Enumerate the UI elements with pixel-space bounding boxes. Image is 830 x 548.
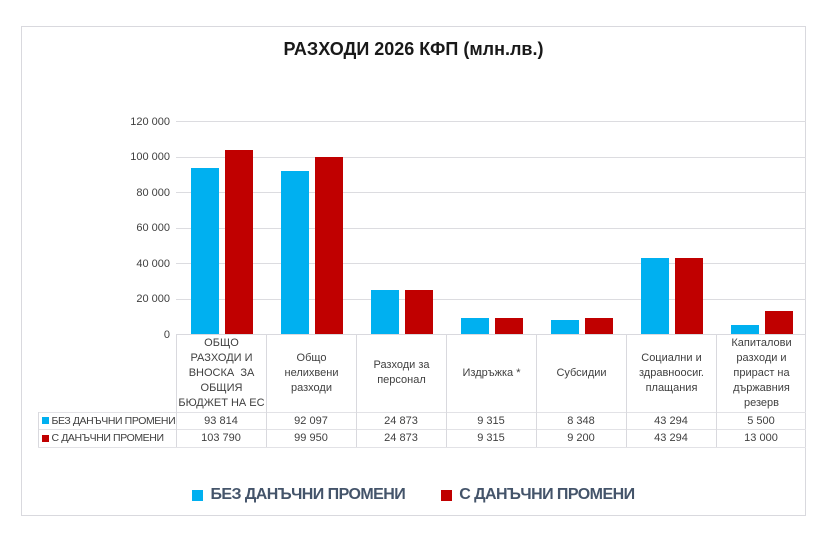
legend-label: С ДАНЪЧНИ ПРОМЕНИ: [459, 486, 635, 503]
legend-square: [192, 489, 204, 501]
table-border-v: [716, 334, 717, 447]
bar-with-tax-changes: [495, 317, 523, 335]
chart-title: РАЗХОДИ 2026 КФП (млн.лв.): [283, 39, 544, 59]
bar-no-tax-changes: [191, 167, 219, 335]
table-border-v: [266, 334, 267, 447]
bar-no-tax-changes: [281, 171, 309, 335]
table-value-cell: 8 348: [567, 414, 595, 427]
table-value-cell: 9 315: [477, 432, 505, 445]
y-tick-label: 120 000: [130, 115, 170, 128]
gridline: [176, 156, 806, 158]
legend-entry-no-tax-changes: БЕЗ ДАНЪЧНИ ПРОМЕНИ: [192, 486, 406, 504]
table-border-h: [37, 429, 806, 430]
table-value-cell: 43 294: [654, 414, 688, 427]
table-value-cell: 103 790: [201, 432, 241, 445]
bar-with-tax-changes: [315, 157, 343, 335]
table-value-cell: 43 294: [654, 432, 688, 445]
legend-entry-with-tax-changes: С ДАНЪЧНИ ПРОМЕНИ: [441, 486, 635, 504]
y-tick-label: 40 000: [136, 257, 170, 270]
category-label: Капиталови разходи и прираст на държавния ре…: [716, 334, 806, 412]
bar-with-tax-changes: [765, 311, 793, 335]
table-border-h: [37, 446, 806, 448]
table-row-label: С ДАНЪЧНИ ПРОМЕНИ: [41, 430, 176, 448]
y-tick-label: 80 000: [136, 186, 170, 199]
table-value-cell: 9 200: [567, 432, 595, 445]
category-label: Общо нелихвени разходи: [266, 334, 356, 412]
category-label: Субсидии: [536, 334, 626, 412]
table-value-cell: 93 814: [204, 414, 238, 427]
gridline: [176, 227, 806, 229]
table-value-cell: 24 873: [384, 432, 418, 445]
table-border-v: [446, 334, 447, 447]
y-tick-label: 0: [163, 328, 170, 341]
table-border-v: [626, 334, 627, 447]
category-label: Издръжка *: [446, 334, 536, 412]
table-value-cell: 92 097: [294, 414, 328, 427]
y-tick-label: 100 000: [130, 151, 170, 163]
legend-square: [441, 489, 453, 501]
bar-no-tax-changes: [641, 257, 669, 335]
gridline: [176, 121, 806, 122]
bar-with-tax-changes: [405, 290, 433, 335]
gridline: [176, 192, 806, 193]
table-border-v: [176, 334, 177, 447]
table-border-v: [37, 412, 39, 447]
category-label: ОБЩО РАЗХОДИ И ВНОСКА ЗА ОБЩИЯ БЮДЖЕТ НА ЕС: [176, 334, 266, 412]
table-border-v: [536, 334, 537, 447]
category-label: Разходи за персонал: [356, 334, 446, 412]
table-value-cell: 99 950: [294, 432, 328, 445]
legend-label: БЕЗ ДАНЪЧНИ ПРОМЕНИ: [210, 486, 406, 503]
expenses-bar-chart: РАЗХОДИ 2026 КФП (млн.лв.) 0 20 000 40 000…: [21, 26, 806, 516]
series-name: С ДАНЪЧНИ ПРОМЕНИ: [51, 432, 165, 445]
table-value-cell: 5 500: [747, 414, 775, 427]
bar-with-tax-changes: [225, 150, 253, 335]
gridline: [176, 298, 806, 300]
legend-key-with-tax-changes: [41, 434, 49, 442]
table-value-cell: 13 000: [744, 432, 778, 445]
table-value-cell: 9 315: [477, 414, 505, 427]
table-border-v: [356, 334, 357, 447]
bar-with-tax-changes: [585, 318, 613, 335]
y-tick-label: 20 000: [136, 293, 170, 305]
category-axis-line: [176, 334, 806, 335]
table-value-cell: 24 873: [384, 414, 418, 427]
table-border-h: [37, 411, 806, 413]
legend: БЕЗ ДАНЪЧНИ ПРОМЕНИ С ДАНЪЧНИ ПРОМЕНИ: [22, 486, 805, 504]
legend-key-no-tax-changes: [41, 417, 49, 425]
bar-no-tax-changes: [371, 290, 399, 335]
gridline: [176, 263, 806, 264]
bar-with-tax-changes: [675, 257, 703, 335]
y-tick-label: 60 000: [136, 222, 170, 234]
series-name: БЕЗ ДАНЪЧНИ ПРОМЕНИ: [51, 414, 176, 427]
bar-no-tax-changes: [731, 324, 759, 335]
bar-no-tax-changes: [551, 319, 579, 335]
bar-no-tax-changes: [461, 317, 489, 335]
table-row-label: БЕЗ ДАНЪЧНИ ПРОМЕНИ: [41, 412, 176, 430]
category-label: Социални и здравноосиг. плащания: [626, 334, 716, 412]
